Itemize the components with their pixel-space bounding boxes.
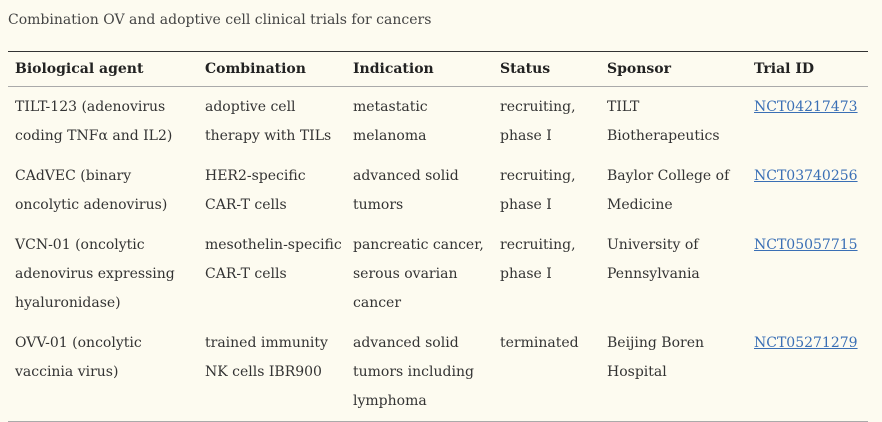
table-row: CAdVEC (binary oncolytic adenovirus) HER2… [8,156,868,225]
table-cell: recruiting, phase I [500,168,576,213]
column-header: Status [493,51,600,87]
table-cell: adoptive cell therapy with TILs [205,99,332,144]
table-cell: terminated [500,335,579,351]
column-header: Combination [198,51,346,87]
table-cell: TILT-123 (adenovirus coding TNFα and IL2… [15,99,173,144]
table-caption: Combination OV and adoptive cell clinica… [8,12,432,28]
column-header: Indication [346,51,493,87]
trial-id-link[interactable]: NCT05057715 [754,237,858,253]
table-cell: NCT05057715 [747,225,868,323]
table-cell: HER2-specific CAR-T cells [205,168,306,213]
table-cell: VCN-01 (oncolytic adenovirus expressing … [15,237,175,311]
clinical-trials-table: Biological agent Combination Indication Sta… [8,51,868,422]
column-header: Biological agent [8,51,198,87]
trial-id-link[interactable]: NCT03740256 [754,168,858,184]
table-cell: pancreatic cancer, serous ovarian cancer [353,237,484,311]
table-cell: NCT03740256 [747,156,868,225]
table-cell: advanced solid tumors including lymphoma [353,335,474,409]
trial-id-link[interactable]: NCT04217473 [754,99,858,115]
table-cell: TILT Biotherapeutics [607,99,720,144]
table-cell: recruiting, phase I [500,99,576,144]
table-cell: recruiting, phase I [500,237,576,282]
table-cell: mesothelin-specific CAR-T cells [205,237,342,282]
table-cell: OVV-01 (oncolytic vaccinia virus) [15,335,142,380]
header-row: Biological agent Combination Indication Sta… [8,51,868,87]
table-cell: trained immunity NK cells IBR900 [205,335,328,380]
table-row: VCN-01 (oncolytic adenovirus expressing … [8,225,868,323]
table-cell: NCT05271279 [747,323,868,422]
table-cell: University of Pennsylvania [607,237,700,282]
table-cell: Beijing Boren Hospital [607,335,705,380]
trial-id-link[interactable]: NCT05271279 [754,335,858,351]
column-header: Sponsor [600,51,747,87]
table-row: OVV-01 (oncolytic vaccinia virus) trained… [8,323,868,422]
table-cell: metastatic melanoma [353,99,428,144]
table-cell: NCT04217473 [747,87,868,157]
table-row: TILT-123 (adenovirus coding TNFα and IL2… [8,87,868,157]
table-cell: Baylor College of Medicine [607,168,730,213]
column-header: Trial ID [747,51,868,87]
table-cell: CAdVEC (binary oncolytic adenovirus) [15,168,168,213]
table-cell: advanced solid tumors [353,168,459,213]
